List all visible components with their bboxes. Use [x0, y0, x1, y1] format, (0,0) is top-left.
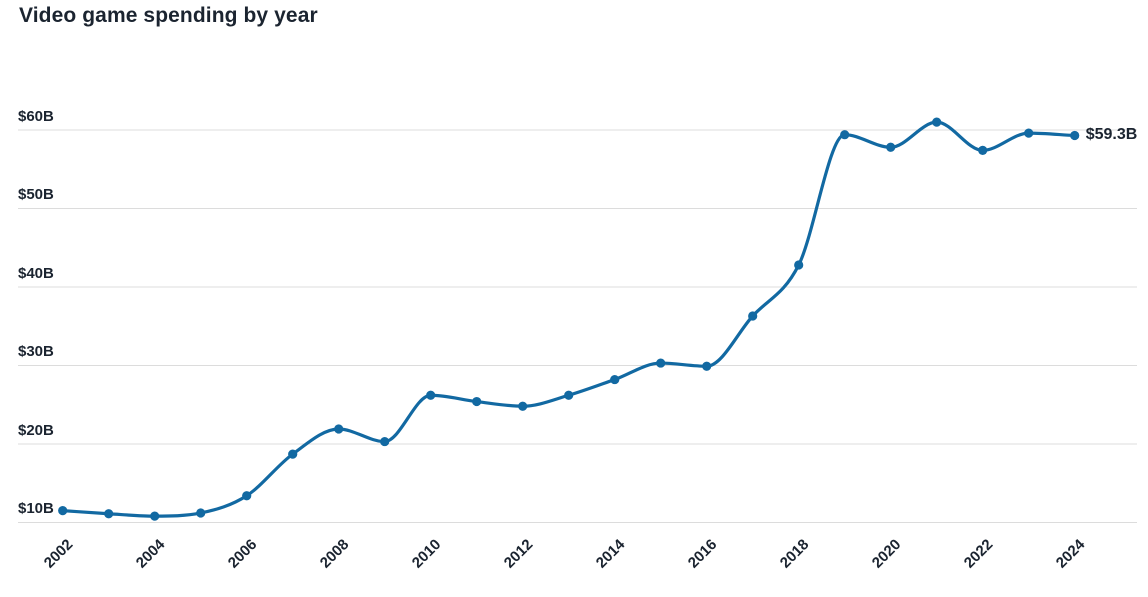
data-point-2020 [886, 142, 896, 152]
data-point-2022 [978, 145, 988, 156]
data-point-2015 [656, 358, 666, 368]
data-point-2016 [702, 361, 712, 371]
y-axis-label: $50B [18, 186, 54, 204]
data-point-2012 [518, 401, 528, 411]
y-axis-label: $20B [18, 421, 54, 439]
end-value-label: $59.3B [1085, 126, 1138, 144]
y-axis-label: $30B [18, 343, 54, 361]
data-point-2024 [1070, 130, 1080, 141]
y-axis-label: $10B [18, 500, 54, 518]
data-point-2004 [150, 511, 160, 521]
data-point-2010 [426, 390, 436, 400]
data-point-2017 [748, 311, 758, 321]
data-point-2014 [610, 374, 620, 385]
data-point-2021 [932, 117, 942, 127]
data-point-2007 [288, 449, 298, 459]
data-point-2003 [104, 509, 114, 519]
data-point-2019 [840, 130, 850, 140]
data-point-2018 [794, 260, 804, 270]
chart-title: Video game spending by year [19, 4, 318, 27]
data-point-2013 [564, 390, 574, 400]
data-point-2002 [58, 506, 68, 516]
data-point-2009 [380, 436, 390, 447]
y-axis-label: $60B [18, 108, 54, 125]
data-point-2005 [196, 508, 206, 518]
data-point-2011 [472, 396, 482, 407]
data-point-2023 [1024, 128, 1034, 138]
data-point-2008 [334, 424, 344, 434]
y-axis-label: $40B [18, 264, 54, 282]
spending-line [61, 120, 1077, 518]
data-point-2006 [242, 491, 252, 501]
